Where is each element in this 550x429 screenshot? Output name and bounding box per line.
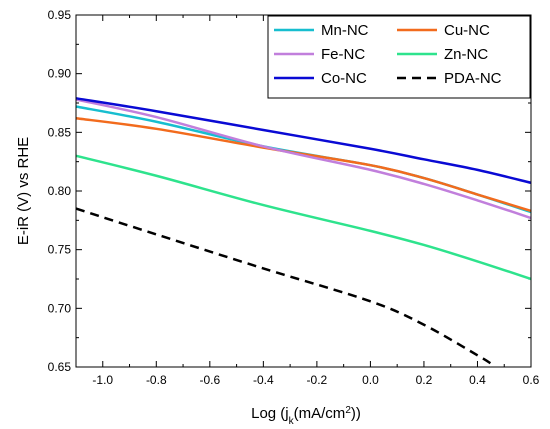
legend-label-cu-nc: Cu-NC [444, 22, 490, 39]
x-tick-label: -0.6 [199, 373, 220, 387]
legend-label-mn-nc: Mn-NC [321, 22, 369, 39]
y-tick-label: 0.85 [48, 125, 72, 139]
series-line-cu-nc [75, 117, 532, 213]
y-axis-title: E-iR (V) vs RHE [15, 137, 32, 245]
x-tick-label: -0.8 [146, 373, 167, 387]
y-tick-label: 0.80 [48, 184, 72, 198]
y-tick-label: 0.95 [48, 8, 72, 22]
x-axis-title: Log (jk(mA/cm2)) [251, 405, 361, 427]
y-tick-label: 0.70 [48, 301, 72, 315]
series-lines [75, 97, 532, 365]
x-tick-label: -0.4 [253, 373, 274, 387]
legend-label-co-nc: Co-NC [321, 70, 367, 87]
legend-label-fe-nc: Fe-NC [321, 46, 365, 63]
tick-labels: -1.0 -0.8 -0.6 -0.4 -0.2 0.0 0.2 0.4 0.6 0.65 0.70… [48, 8, 540, 387]
series-line-fe-nc [75, 98, 532, 220]
x-tick-label: 0.4 [469, 373, 486, 387]
x-tick-label: 0.2 [416, 373, 433, 387]
y-tick-label: 0.65 [48, 360, 72, 374]
x-tick-label: -1.0 [92, 373, 113, 387]
plot-frame [75, 14, 532, 368]
series-line-pda-nc [75, 207, 492, 365]
x-tick-label: 0.0 [362, 373, 379, 387]
y-tick-label: 0.90 [48, 67, 72, 81]
legend-label-pda-nc: PDA-NC [444, 70, 502, 87]
series-line-zn-nc [75, 154, 532, 281]
series-line-co-nc [75, 97, 532, 185]
x-tick-label: 0.6 [523, 373, 540, 387]
y-tick-label: 0.75 [48, 243, 72, 257]
legend: Mn-NC Cu-NC Fe-NC Zn-NC Co-NC PDA-NC [267, 15, 531, 99]
legend-label-zn-nc: Zn-NC [444, 46, 488, 63]
x-tick-label: -0.2 [307, 373, 328, 387]
